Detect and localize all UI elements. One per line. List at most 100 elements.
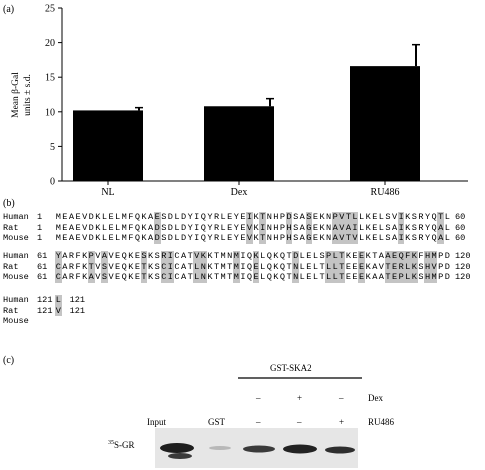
- residue: M: [55, 212, 61, 222]
- band-ska2-ru486: [325, 446, 355, 454]
- residue: T: [213, 261, 220, 272]
- species-name: Mouse: [3, 272, 29, 282]
- residue: L: [260, 251, 266, 261]
- sequence: MEAEVDKLELMFQKADSDLDYIQYRLEYEVKTNHPHSAGE…: [55, 233, 451, 244]
- residue: Y: [187, 222, 193, 233]
- residue: A: [299, 233, 305, 243]
- sequence: MEAEVDKLELMFQKAESDLDYIQYRLEYEIKTNHPDSASE…: [55, 212, 451, 223]
- residue: A: [101, 251, 108, 262]
- residue: V: [193, 251, 201, 262]
- residue: E: [372, 233, 378, 243]
- residue: I: [259, 222, 266, 233]
- residue: E: [227, 222, 233, 233]
- sequence: MEAEVDKLELMFQKADSDLDYIQYRLEYEVKINHPHSAGE…: [55, 222, 451, 233]
- residue: P: [279, 212, 286, 222]
- residue: E: [108, 212, 114, 222]
- residue: D: [167, 222, 173, 233]
- residue: P: [438, 261, 444, 272]
- residue: Y: [187, 233, 193, 243]
- residue: C: [174, 272, 180, 282]
- residue: K: [253, 233, 259, 243]
- residue: Y: [207, 212, 213, 222]
- residue: A: [384, 251, 392, 262]
- residue: V: [338, 222, 346, 233]
- band-input: [160, 443, 194, 453]
- residue: L: [115, 222, 121, 233]
- residue: F: [128, 212, 134, 222]
- residue: Q: [431, 222, 437, 233]
- residue: V: [430, 261, 438, 272]
- residue: E: [306, 272, 312, 282]
- residue: L: [444, 212, 450, 222]
- residue: T: [259, 233, 266, 244]
- residue: E: [372, 222, 378, 233]
- residue: K: [95, 212, 101, 222]
- residue: P: [325, 251, 332, 262]
- residue: C: [160, 272, 168, 283]
- residue: E: [75, 233, 81, 243]
- residue: E: [391, 261, 398, 272]
- start-position: 61: [37, 272, 48, 282]
- residue: D: [180, 212, 187, 222]
- start-position: 1: [37, 222, 43, 233]
- residue: K: [365, 233, 371, 243]
- residue: E: [352, 251, 358, 261]
- y-tick-label: 15: [45, 73, 55, 84]
- end-position: 60: [455, 222, 466, 233]
- residue: E: [312, 212, 319, 222]
- residue: L: [220, 222, 226, 233]
- residue: A: [62, 261, 68, 272]
- residue: H: [273, 233, 279, 243]
- residue: V: [82, 222, 88, 233]
- residue: L: [331, 261, 339, 272]
- residue: S: [319, 251, 325, 261]
- residue: K: [273, 251, 279, 261]
- residue: K: [207, 261, 213, 272]
- residue: N: [292, 272, 299, 283]
- residue: K: [128, 272, 134, 282]
- residue: Q: [134, 212, 140, 222]
- dex-mark-3: –: [339, 393, 344, 403]
- residue: M: [55, 233, 61, 243]
- residue: E: [62, 233, 68, 243]
- residue: Q: [121, 261, 127, 272]
- residue: F: [75, 272, 81, 282]
- residue: S: [161, 233, 167, 243]
- residue: M: [233, 261, 240, 272]
- residue: R: [418, 222, 424, 233]
- residue: Y: [233, 233, 239, 243]
- residue: A: [378, 251, 384, 261]
- residue: D: [153, 233, 161, 244]
- residue: Y: [424, 212, 431, 222]
- residue: T: [384, 272, 392, 283]
- residue: N: [266, 233, 272, 243]
- residue: K: [253, 212, 259, 222]
- residue: A: [372, 261, 378, 272]
- residue: T: [187, 272, 193, 282]
- residue: L: [378, 222, 384, 233]
- residue: N: [326, 233, 332, 243]
- residue: A: [68, 233, 75, 243]
- residue: L: [260, 261, 266, 272]
- residue: A: [391, 233, 398, 243]
- panel-label-b: (b): [3, 198, 15, 209]
- residue: Y: [233, 222, 239, 233]
- residue: N: [326, 222, 332, 233]
- residue: I: [240, 251, 246, 261]
- residue: H: [424, 251, 431, 262]
- residue: A: [331, 222, 339, 233]
- residue: L: [378, 212, 384, 222]
- residue: V: [338, 212, 346, 223]
- residue: Q: [121, 272, 127, 282]
- start-position: 1: [37, 233, 43, 243]
- residue: N: [200, 261, 207, 272]
- residue: L: [299, 251, 305, 261]
- residue: A: [148, 233, 154, 243]
- residue: L: [299, 272, 305, 282]
- residue: K: [141, 212, 147, 222]
- residue: A: [437, 222, 445, 233]
- residue: A: [331, 233, 339, 244]
- end-position: 60: [455, 233, 466, 243]
- residue: L: [174, 222, 180, 233]
- residue: S: [385, 233, 391, 243]
